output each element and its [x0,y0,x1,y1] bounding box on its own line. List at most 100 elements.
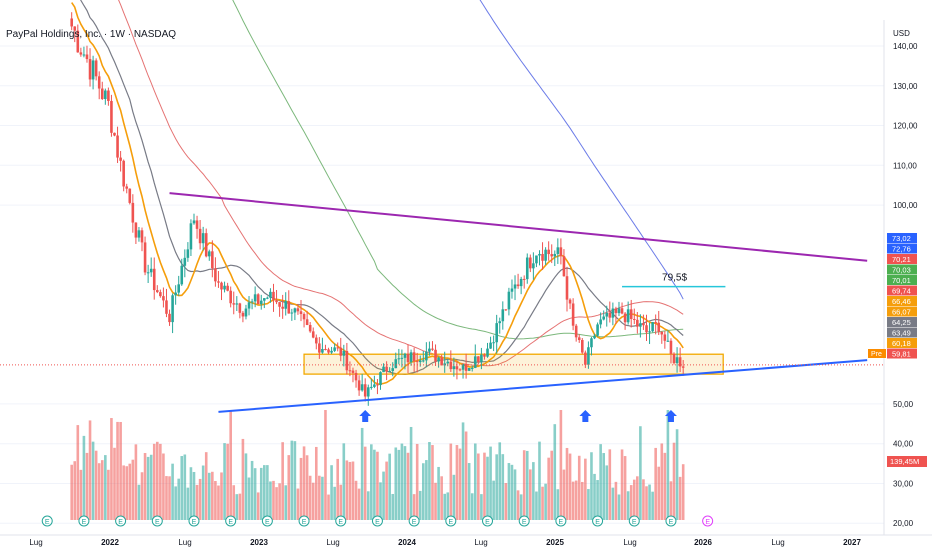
annotations: 79,5$ [0,273,884,422]
volume-bar [452,474,456,520]
volume-bar [467,463,471,520]
chart-grid [0,20,932,536]
candle-body [394,359,398,369]
volume-bar [360,427,364,520]
volume-bar [220,472,223,520]
currency-label[interactable]: USD [893,29,910,38]
volume-bar [207,472,211,520]
volume-bar [168,476,171,520]
support-zone-box [303,353,724,375]
volume-bar [192,471,196,520]
volume-bar [458,448,462,520]
volume-bar [354,480,358,520]
support-zone [303,353,724,375]
candle-body [91,60,95,80]
volume-bar [428,442,431,520]
candle-body [214,268,217,282]
earnings-marker-label: E [412,519,417,526]
volume-bar [513,469,517,520]
volume-bar [70,464,73,520]
volume-bar [678,476,682,520]
volume-bar [76,425,80,520]
candle-body [593,335,596,339]
volume-bar [562,469,566,520]
candle-body [156,290,159,293]
volume-bar [357,488,361,520]
up-arrow-icon [664,410,677,422]
y-tick-label: 120,00 [893,122,918,131]
volume-bar [446,492,450,520]
candle-body [360,384,364,391]
candle-body [336,347,339,349]
candle-body [489,342,492,349]
volume-bar [473,443,477,520]
volume-bar [82,435,86,520]
candle-body [204,233,208,257]
candle-body [339,347,343,356]
volume-bar [593,473,596,520]
y-tick-label: 50,00 [893,400,914,409]
volume-bar [339,484,343,520]
price-badge [887,296,917,306]
volume-bar [599,444,602,520]
candle-body [571,303,575,326]
candle-body [580,340,584,353]
candle-body [79,52,83,55]
price-badge-label: 66,46 [892,297,911,306]
volume-bar [535,491,538,520]
candle-body [177,284,181,293]
volume-bar [140,472,144,520]
candle-body [345,350,349,371]
volume-bar [495,454,498,520]
candle-body [473,356,477,368]
candle-body [562,256,566,277]
candle-body [516,284,520,287]
volume-bar [348,461,352,520]
candle-body [238,303,242,313]
trendlines [169,192,868,413]
volume-bar [681,464,685,520]
volume-bar [308,475,312,520]
candle-body [149,268,153,273]
earnings-marker-label: E [559,519,564,526]
volume-bar [88,420,92,520]
candle-body [327,349,330,353]
chart-title: PayPal Holdings, Inc. · 1W · NASDAQ [6,29,177,40]
candle-body [348,370,352,372]
candle-body [455,366,459,370]
volume-bar [574,480,578,520]
candle-body [110,100,113,133]
candle-body [507,291,511,310]
candle-body [269,291,272,298]
candle-body [663,334,667,341]
candle-body [250,301,254,303]
price-badge [887,348,917,359]
candle-body [538,253,541,256]
ma-20-line [80,0,684,376]
price-badge-label: 59,81 [892,350,911,359]
candle-body [357,380,361,391]
earnings-marker [408,515,420,527]
volume-bar [201,465,205,520]
candle-body [241,312,245,317]
candle-body [308,324,312,332]
candle-body [180,265,184,285]
volume-bar [412,494,416,520]
earnings-marker [665,515,677,527]
candle-body [623,313,627,323]
candle-body [97,76,101,89]
volume-bar [293,441,297,520]
candle-body [207,251,211,257]
volume-bar [128,463,132,520]
up-arrow-icon [359,410,372,422]
volume-bar [529,469,532,520]
x-tick-label: 2026 [694,538,712,547]
volume-bar [626,491,630,520]
earnings-marker [188,515,200,527]
y-tick-label: 40,00 [893,440,914,449]
volume-bar [385,461,388,520]
volume-bar [437,466,440,520]
volume-bar [174,486,177,520]
earnings-marker-label: E [632,519,637,526]
